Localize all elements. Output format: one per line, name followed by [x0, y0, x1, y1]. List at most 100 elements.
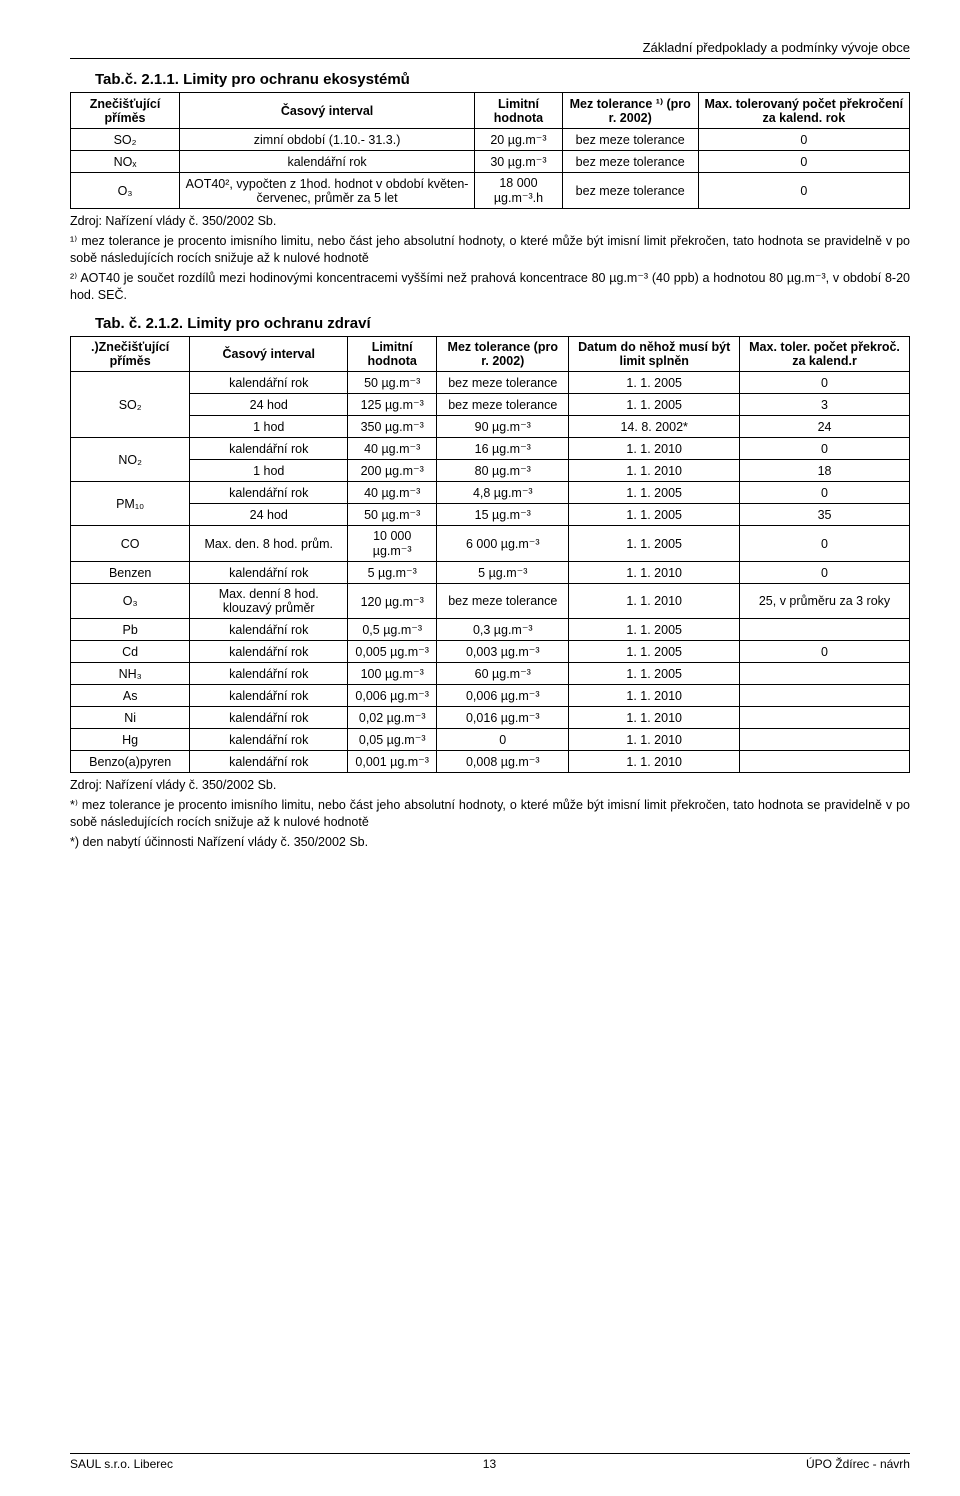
table2-cell — [740, 729, 910, 751]
table2-cell — [740, 663, 910, 685]
table2-cell: 0,003 µg.m⁻³ — [437, 641, 569, 663]
table2-cell — [740, 751, 910, 773]
table2-cell: 5 µg.m⁻³ — [348, 562, 437, 584]
table2-cell: 10 000 µg.m⁻³ — [348, 526, 437, 562]
page-footer: SAUL s.r.o. Liberec 13 ÚPO Ždírec - návr… — [70, 1453, 910, 1471]
table2-cell: 0,02 µg.m⁻³ — [348, 707, 437, 729]
table2-cell: 0 — [437, 729, 569, 751]
table2-header-cell: Limitní hodnota — [348, 337, 437, 372]
table2-header-cell: .)Znečišťující příměs — [71, 337, 190, 372]
table1-header-cell: Časový interval — [180, 93, 475, 129]
table1-header-cell: Limitní hodnota — [475, 93, 563, 129]
footer-left: SAUL s.r.o. Liberec — [70, 1457, 173, 1471]
table2-cell: 16 µg.m⁻³ — [437, 438, 569, 460]
table2: .)Znečišťující příměsČasový intervalLimi… — [70, 336, 910, 773]
table2-pollutant-cell: Hg — [71, 729, 190, 751]
table2-cell: bez meze tolerance — [437, 584, 569, 619]
table1-cell: 18 000 µg.m⁻³.h — [475, 173, 563, 209]
table1-cell: O₃ — [71, 173, 180, 209]
table2-cell: bez meze tolerance — [437, 372, 569, 394]
table2-cell: 0 — [740, 372, 910, 394]
table2-cell: 1. 1. 2010 — [569, 562, 740, 584]
table2-cell: kalendářní rok — [190, 438, 348, 460]
table1-cell: bez meze tolerance — [562, 173, 698, 209]
table2-cell: 50 µg.m⁻³ — [348, 504, 437, 526]
table2-title: Tab. č. 2.1.2. Limity pro ochranu zdraví — [95, 315, 910, 332]
table2-pollutant-cell: NH₃ — [71, 663, 190, 685]
table1-note2: ²⁾ AOT40 je součet rozdílů mezi hodinový… — [70, 270, 910, 304]
table2-pollutant-cell: Ni — [71, 707, 190, 729]
page-header: Základní předpoklady a podmínky vývoje o… — [70, 40, 910, 59]
table2-pollutant-cell: As — [71, 685, 190, 707]
table2-cell: Max. denní 8 hod. klouzavý průměr — [190, 584, 348, 619]
table2-cell: Max. den. 8 hod. prům. — [190, 526, 348, 562]
table2-cell: 25, v průměru za 3 roky — [740, 584, 910, 619]
footer-right: ÚPO Ždírec - návrh — [806, 1457, 910, 1471]
table2-cell: kalendářní rok — [190, 707, 348, 729]
table2-cell — [740, 685, 910, 707]
table2-cell: 1. 1. 2005 — [569, 482, 740, 504]
table2-cell: 0 — [740, 438, 910, 460]
table2-header-cell: Datum do něhož musí být limit splněn — [569, 337, 740, 372]
table1-cell: 0 — [698, 129, 909, 151]
table2-cell: 0,05 µg.m⁻³ — [348, 729, 437, 751]
table2-cell: kalendářní rok — [190, 482, 348, 504]
table1-header-cell: Mez tolerance ¹⁾ (pro r. 2002) — [562, 93, 698, 129]
table1-source: Zdroj: Nařízení vlády č. 350/2002 Sb. — [70, 213, 910, 230]
table2-pollutant-cell: O₃ — [71, 584, 190, 619]
table2-cell: 1 hod — [190, 460, 348, 482]
table2-cell — [740, 707, 910, 729]
table2-cell: kalendářní rok — [190, 619, 348, 641]
table2-cell: 0 — [740, 526, 910, 562]
table2-pollutant-cell: NO₂ — [71, 438, 190, 482]
table2-cell: 50 µg.m⁻³ — [348, 372, 437, 394]
table2-cell: kalendářní rok — [190, 751, 348, 773]
table2-cell: 1. 1. 2010 — [569, 707, 740, 729]
table2-cell: kalendářní rok — [190, 562, 348, 584]
table2-cell: 80 µg.m⁻³ — [437, 460, 569, 482]
table1-cell: 0 — [698, 173, 909, 209]
table2-cell: 0 — [740, 482, 910, 504]
table1-header-cell: Max. tolerovaný počet překročení za kale… — [698, 93, 909, 129]
table1: Znečišťující příměsČasový intervalLimitn… — [70, 92, 910, 209]
table2-cell: 1. 1. 2005 — [569, 504, 740, 526]
table2-cell: 125 µg.m⁻³ — [348, 394, 437, 416]
table1-cell: kalendářní rok — [180, 151, 475, 173]
table2-cell: kalendářní rok — [190, 663, 348, 685]
table2-cell: 0,001 µg.m⁻³ — [348, 751, 437, 773]
table2-cell: 1. 1. 2005 — [569, 619, 740, 641]
table2-cell: 1. 1. 2010 — [569, 729, 740, 751]
table2-cell: 90 µg.m⁻³ — [437, 416, 569, 438]
table2-cell: 1 hod — [190, 416, 348, 438]
table2-note1: *⁾ mez tolerance je procento imisního li… — [70, 797, 910, 831]
table1-cell: zimní období (1.10.- 31.3.) — [180, 129, 475, 151]
table2-cell: kalendářní rok — [190, 641, 348, 663]
table2-cell: 24 hod — [190, 504, 348, 526]
table2-pollutant-cell: Benzo(a)pyren — [71, 751, 190, 773]
table2-cell: 350 µg.m⁻³ — [348, 416, 437, 438]
table2-cell: kalendářní rok — [190, 729, 348, 751]
table2-pollutant-cell: Cd — [71, 641, 190, 663]
table2-cell: bez meze tolerance — [437, 394, 569, 416]
table2-cell: 1. 1. 2005 — [569, 663, 740, 685]
table1-cell: AOT40², vypočten z 1hod. hodnot v období… — [180, 173, 475, 209]
table2-cell: 60 µg.m⁻³ — [437, 663, 569, 685]
table2-cell: 0,3 µg.m⁻³ — [437, 619, 569, 641]
table1-cell: bez meze tolerance — [562, 129, 698, 151]
table2-cell: 4,8 µg.m⁻³ — [437, 482, 569, 504]
table2-cell: 0 — [740, 562, 910, 584]
table2-header-cell: Mez tolerance (pro r. 2002) — [437, 337, 569, 372]
table2-cell: 1. 1. 2010 — [569, 460, 740, 482]
table2-cell: 1. 1. 2005 — [569, 641, 740, 663]
table2-cell: 40 µg.m⁻³ — [348, 482, 437, 504]
table2-cell: 1. 1. 2010 — [569, 438, 740, 460]
table1-cell: NOₓ — [71, 151, 180, 173]
table2-cell: 0,005 µg.m⁻³ — [348, 641, 437, 663]
table2-header-cell: Časový interval — [190, 337, 348, 372]
table2-cell: 24 — [740, 416, 910, 438]
table2-cell: 0,016 µg.m⁻³ — [437, 707, 569, 729]
table1-cell: SO₂ — [71, 129, 180, 151]
table1-title: Tab.č. 2.1.1. Limity pro ochranu ekosyst… — [95, 71, 910, 88]
table2-pollutant-cell: CO — [71, 526, 190, 562]
table2-cell: 24 hod — [190, 394, 348, 416]
